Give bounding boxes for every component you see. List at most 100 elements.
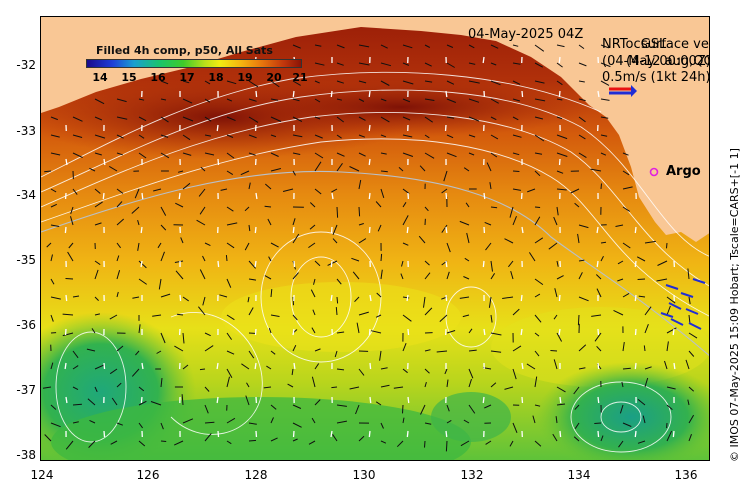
velocity-vector [196,219,206,226]
velocity-vector [160,440,167,442]
velocity-vector [666,386,676,390]
drifter-vector [368,226,371,234]
velocity-vector [570,188,580,194]
velocity-vector [489,182,492,190]
velocity-vector [50,203,58,208]
velocity-vector [463,419,470,424]
velocity-vector [618,440,624,448]
drifter-vector [634,362,637,370]
velocity-vector [380,62,392,67]
velocity-vector [600,44,609,49]
velocity-vector [89,167,96,172]
argo-marker[interactable] [649,167,659,177]
velocity-vector [446,152,457,158]
velocity-vector [131,368,140,377]
velocity-vector [204,152,215,156]
velocity-vector [420,404,426,415]
velocity-vector [590,168,602,172]
velocity-vector [182,98,193,104]
velocity-vector [72,116,83,122]
velocity-vector [116,242,121,249]
velocity-vector [182,182,191,190]
argo-label[interactable]: Argo [666,164,701,179]
velocity-vector [638,295,646,298]
velocity-vector [596,288,602,298]
velocity-vector [226,278,232,288]
velocity-vector [50,224,60,227]
drifter-vector [178,192,181,200]
velocity-vector [65,278,74,280]
drifter-vector [254,328,257,336]
velocity-vector [137,219,140,226]
velocity-vector [91,328,96,334]
velocity-vector [534,332,540,337]
velocity-vector [116,255,120,262]
velocity-vector [556,134,568,140]
velocity-vector [50,254,53,262]
velocity-vector [459,220,470,226]
velocity-vector [94,364,105,370]
overlay-label-b: surface velocity [641,37,709,52]
velocity-vector [402,314,412,322]
y-tick-label: -36 [16,318,36,332]
velocity-vector [351,257,360,262]
velocity-vector [358,44,370,48]
velocity-vector [441,224,448,233]
velocity-vector [182,332,185,344]
velocity-vector [504,386,514,390]
drifter-vector [483,192,486,200]
velocity-vector [688,296,691,305]
velocity-vector [46,242,52,248]
velocity-vector [446,44,454,48]
velocity-vector [180,237,184,244]
velocity-vector [174,345,184,352]
velocity-vector [556,260,559,267]
velocity-vector [622,152,629,156]
x-tick-label: 128 [244,468,268,482]
velocity-vector [552,433,558,442]
velocity-vector [548,242,558,250]
drifter-vector [483,328,486,336]
map-title: Filled 4h comp, p50, All Sats [96,44,273,57]
drifter-vector [520,294,523,302]
velocity-vector [336,206,339,218]
drifter-vector [406,226,409,234]
drifter-vector [368,328,371,336]
drifter-vector [521,90,524,98]
velocity-vector [380,170,388,173]
velocity-vector [512,152,520,156]
velocity-vector [466,232,470,244]
velocity-vector [292,134,303,138]
velocity-vector [380,367,388,370]
velocity-vector [202,296,206,306]
velocity-vector [490,152,498,158]
drifter-vector [597,362,600,370]
x-tick-label: 132 [460,468,484,482]
velocity-vector [534,237,544,244]
velocity-vector [331,386,338,389]
velocity-vector [314,98,321,103]
velocity-vector [138,116,147,122]
velocity-vector [270,152,279,157]
velocity-vector [268,328,272,334]
velocity-vector [109,165,118,172]
velocity-vector [267,218,272,226]
velocity-vector [418,235,426,244]
velocity-vector [248,182,251,190]
colorbar-tick: 18 [208,71,224,84]
drifter-vector [330,294,333,302]
drifter-vector [596,260,599,268]
drifter-vector [140,396,143,404]
velocity-vector [424,62,432,67]
drifter-vector [103,362,106,370]
velocity-vector [248,224,251,232]
velocity-vector [490,314,493,323]
velocity-vector [600,116,609,119]
velocity-vector [311,327,316,334]
velocity-vector [401,260,404,267]
velocity-vector [248,350,255,359]
velocity-vector [534,216,541,226]
velocity-vector [358,179,362,190]
colorbar-tick: 19 [237,71,253,84]
velocity-vector [182,364,189,370]
